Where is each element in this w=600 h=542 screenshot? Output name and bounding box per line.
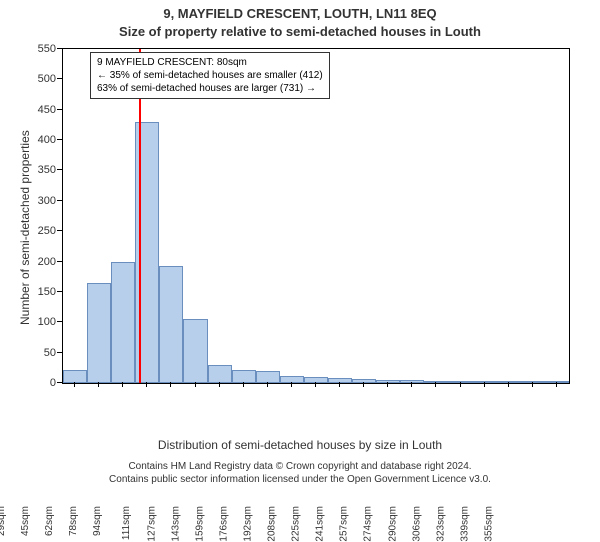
footer-line2: Contains public sector information licen…	[0, 473, 600, 486]
x-tick-mark	[146, 382, 147, 387]
histogram-bar	[256, 371, 280, 383]
histogram-bar	[159, 266, 183, 383]
histogram-bar	[521, 381, 545, 383]
y-tick-mark	[57, 78, 62, 79]
y-tick-label: 350	[26, 164, 56, 176]
x-tick-mark	[339, 382, 340, 387]
x-tick-mark	[291, 382, 292, 387]
y-tick-mark	[57, 291, 62, 292]
y-tick-mark	[57, 382, 62, 383]
y-tick-label: 300	[26, 195, 56, 207]
y-tick-mark	[57, 230, 62, 231]
x-tick-label: 355sqm	[484, 506, 596, 542]
histogram-bar	[63, 370, 87, 383]
histogram-bar	[449, 381, 473, 383]
histogram-bar	[545, 381, 569, 383]
histogram-bar	[232, 370, 256, 383]
x-tick-mark	[122, 382, 123, 387]
footer-line1: Contains HM Land Registry data © Crown c…	[0, 460, 600, 473]
x-tick-mark	[315, 382, 316, 387]
y-tick-mark	[57, 261, 62, 262]
annotation-line1: 9 MAYFIELD CRESCENT: 80sqm	[97, 56, 323, 69]
histogram-bar	[352, 379, 376, 383]
x-axis-label: Distribution of semi-detached houses by …	[0, 438, 600, 452]
y-tick-mark	[57, 48, 62, 49]
reference-line	[139, 49, 141, 383]
x-tick-mark	[411, 382, 412, 387]
annotation-box: 9 MAYFIELD CRESCENT: 80sqm ← 35% of semi…	[90, 52, 330, 99]
histogram-bar	[111, 262, 135, 383]
y-tick-label: 0	[26, 377, 56, 389]
x-tick-mark	[460, 382, 461, 387]
y-tick-mark	[57, 169, 62, 170]
histogram-bar	[376, 380, 400, 383]
histogram-bar	[208, 365, 232, 383]
annotation-line2: ← 35% of semi-detached houses are smalle…	[97, 69, 323, 82]
y-tick-mark	[57, 109, 62, 110]
x-tick-mark	[556, 382, 557, 387]
y-tick-label: 50	[26, 347, 56, 359]
y-tick-label: 150	[26, 286, 56, 298]
x-tick-mark	[170, 382, 171, 387]
x-tick-mark	[508, 382, 509, 387]
histogram-bar	[424, 381, 448, 383]
histogram-bar	[328, 378, 352, 383]
x-tick-mark	[267, 382, 268, 387]
page-title-address: 9, MAYFIELD CRESCENT, LOUTH, LN11 8EQ	[0, 6, 600, 21]
histogram-bar	[400, 380, 424, 383]
x-tick-mark	[484, 382, 485, 387]
histogram-bar	[473, 381, 497, 383]
y-tick-label: 250	[26, 225, 56, 237]
y-tick-mark	[57, 139, 62, 140]
y-tick-mark	[57, 352, 62, 353]
y-tick-label: 100	[26, 316, 56, 328]
y-tick-mark	[57, 321, 62, 322]
y-tick-label: 550	[26, 43, 56, 55]
x-tick-mark	[532, 382, 533, 387]
x-tick-mark	[243, 382, 244, 387]
histogram-bar	[183, 319, 207, 383]
x-tick-mark	[363, 382, 364, 387]
page-title-desc: Size of property relative to semi-detach…	[0, 24, 600, 39]
y-tick-label: 400	[26, 134, 56, 146]
x-tick-mark	[387, 382, 388, 387]
x-tick-mark	[435, 382, 436, 387]
x-tick-mark	[195, 382, 196, 387]
y-tick-mark	[57, 200, 62, 201]
histogram-bar	[280, 376, 304, 383]
y-tick-label: 500	[26, 73, 56, 85]
x-tick-mark	[219, 382, 220, 387]
annotation-line3: 63% of semi-detached houses are larger (…	[97, 82, 323, 95]
histogram-bar	[87, 283, 111, 383]
histogram-bar	[497, 381, 521, 383]
y-tick-label: 200	[26, 256, 56, 268]
footer-credits: Contains HM Land Registry data © Crown c…	[0, 460, 600, 486]
y-tick-label: 450	[26, 104, 56, 116]
x-tick-mark	[74, 382, 75, 387]
x-tick-mark	[98, 382, 99, 387]
